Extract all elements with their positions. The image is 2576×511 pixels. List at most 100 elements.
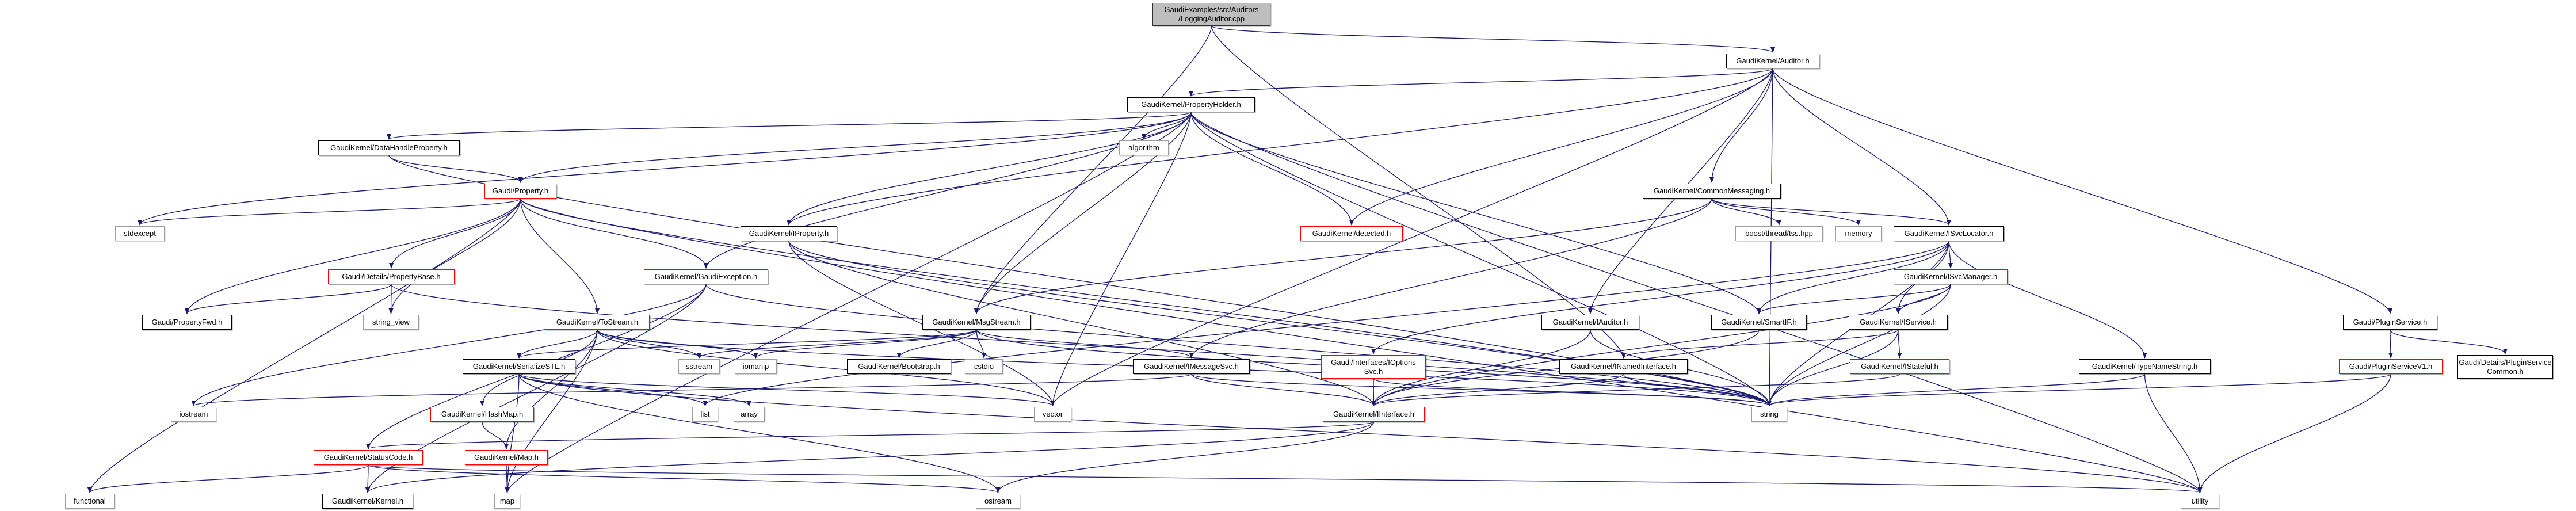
include-edge-gaudiexception_h-to-string bbox=[705, 284, 1772, 406]
node-label: ostream bbox=[984, 497, 1012, 506]
include-edge-pluginservice_h-to-pluginservicev1_h bbox=[2388, 329, 2393, 359]
node-label: stdexcept bbox=[124, 229, 156, 238]
include-edge-tostream_h-to-sstream bbox=[597, 329, 701, 359]
node-label: GaudiKernel/SmartIF.h bbox=[1721, 318, 1797, 327]
graph-node-inamedinterface_h[interactable]: GaudiKernel/INamedInterface.h bbox=[1559, 359, 1688, 374]
node-label: sstream bbox=[685, 362, 713, 371]
graph-node-imessagesvc_h[interactable]: GaudiKernel/IMessageSvc.h bbox=[1133, 359, 1250, 374]
graph-node-memory: memory bbox=[1835, 226, 1882, 241]
include-edge-imessagesvc_h-to-string bbox=[1190, 373, 1772, 406]
graph-node-isvcmanager_h[interactable]: GaudiKernel/ISvcManager.h bbox=[1894, 269, 2008, 284]
include-edge-auditor_h-to-isvclocator_h bbox=[1772, 68, 1951, 226]
include-edge-property_h-to-propertyfwd_h bbox=[185, 198, 521, 314]
graph-node-iproperty_h[interactable]: GaudiKernel/IProperty.h bbox=[741, 226, 837, 241]
include-edge-statuscode_h-to-ostream bbox=[368, 464, 1001, 493]
graph-node-propertyfwd_h[interactable]: Gaudi/PropertyFwd.h bbox=[142, 315, 232, 330]
include-edge-commonmessaging_h-to-isvclocator_h bbox=[1711, 198, 1951, 226]
include-edge-gaudiexception_h-to-kernel_h bbox=[365, 284, 707, 493]
graph-node-cstdio: cstdio bbox=[965, 359, 1003, 374]
graph-node-propertybase_h[interactable]: Gaudi/Details/PropertyBase.h bbox=[328, 269, 455, 284]
graph-node-gaudiexception_h[interactable]: GaudiKernel/GaudiException.h bbox=[644, 269, 768, 284]
node-label: Gaudi/Property.h bbox=[492, 186, 549, 196]
graph-node-pluginservicecommon_h[interactable]: Gaudi/Details/PluginService Common.h bbox=[2457, 355, 2553, 379]
graph-node-string: string bbox=[1751, 407, 1787, 422]
graph-node-tostream_h[interactable]: GaudiKernel/ToStream.h bbox=[545, 315, 650, 330]
node-label: GaudiKernel/StatusCode.h bbox=[323, 453, 413, 462]
include-edge-iservice_h-to-string bbox=[1767, 329, 1899, 406]
graph-node-kernel_h[interactable]: GaudiKernel/Kernel.h bbox=[322, 494, 413, 509]
graph-node-auditor_h[interactable]: GaudiKernel/Auditor.h bbox=[1726, 54, 1819, 68]
include-edge-property_h-to-utility bbox=[520, 198, 2203, 493]
include-edge-property_h-to-tostream_h bbox=[520, 198, 600, 314]
graph-node-property_h[interactable]: Gaudi/Property.h bbox=[484, 184, 556, 199]
include-edge-propertybase_h-to-propertyfwd_h bbox=[185, 284, 392, 314]
graph-node-hashmap_h[interactable]: GaudiKernel/HashMap.h bbox=[430, 407, 534, 422]
node-label: iostream bbox=[179, 410, 208, 419]
graph-node-commonmessaging_h[interactable]: GaudiKernel/CommonMessaging.h bbox=[1643, 184, 1781, 199]
include-edge-auditor_h-to-commonmessaging_h bbox=[1709, 68, 1773, 183]
include-edge-root-to-inamedinterface_h bbox=[1211, 25, 1626, 359]
include-edge-commonmessaging_h-to-msgstream_h bbox=[974, 198, 1712, 314]
include-edge-property_h-to-string_view bbox=[388, 198, 521, 314]
include-edge-serializestl_h-to-ostream bbox=[518, 373, 1001, 493]
graph-node-serializestl_h[interactable]: GaudiKernel/SerializeSTL.h bbox=[463, 359, 575, 374]
include-edge-commonmessaging_h-to-boost_tss bbox=[1711, 198, 1781, 226]
include-edge-propertyholder_h-to-detected_h bbox=[1190, 112, 1354, 226]
include-edge-iservice_h-to-istateful_h bbox=[1897, 329, 1902, 359]
graph-node-pluginservicev1_h[interactable]: Gaudi/PluginServiceV1.h bbox=[2339, 359, 2443, 374]
include-edge-property_h-to-functional bbox=[87, 198, 521, 493]
graph-node-pluginservice_h[interactable]: Gaudi/PluginService.h bbox=[2343, 315, 2437, 330]
graph-node-map_h[interactable]: GaudiKernel/Map.h bbox=[465, 450, 548, 465]
graph-node-string_view: string_view bbox=[363, 315, 419, 330]
graph-node-istateful_h[interactable]: GaudiKernel/IStateful.h bbox=[1850, 359, 1949, 374]
graph-node-msgstream_h[interactable]: GaudiKernel/MsgStream.h bbox=[922, 315, 1031, 330]
node-label: GaudiExamples/src/Auditors bbox=[1164, 5, 1259, 14]
node-label: algorithm bbox=[1128, 143, 1159, 152]
graph-node-bootstrap_h[interactable]: GaudiKernel/Bootstrap.h bbox=[847, 359, 951, 374]
node-label: GaudiKernel/Kernel.h bbox=[331, 497, 404, 506]
include-edge-propertyholder_h-to-utility bbox=[1190, 112, 2203, 493]
graph-node-isvclocator_h[interactable]: GaudiKernel/ISvcLocator.h bbox=[1894, 226, 2004, 241]
include-edge-isvcmanager_h-to-smartif_h bbox=[1757, 284, 1951, 314]
node-label: GaudiKernel/Bootstrap.h bbox=[858, 362, 940, 371]
graph-node-typenamestring_h[interactable]: GaudiKernel/TypeNameString.h bbox=[2079, 359, 2211, 374]
graph-node-root[interactable]: GaudiExamples/src/Auditors/LoggingAudito… bbox=[1152, 3, 1270, 26]
node-label: GaudiKernel/IService.h bbox=[1860, 318, 1937, 327]
include-edge-ioptionssvc_h-to-iinterface_h bbox=[1371, 378, 1376, 406]
include-edge-typenamestring_h-to-utility bbox=[2144, 373, 2203, 493]
include-edge-iservice_h-to-inamedinterface_h bbox=[1621, 329, 1899, 359]
graph-node-smartif_h[interactable]: GaudiKernel/SmartIF.h bbox=[1711, 315, 1807, 330]
graph-node-ostream: ostream bbox=[976, 494, 1020, 509]
node-label: GaudiKernel/GaudiException.h bbox=[654, 272, 758, 281]
graph-node-datahandleproperty_h[interactable]: GaudiKernel/DataHandleProperty.h bbox=[318, 140, 460, 155]
node-label: Gaudi/Details/PropertyBase.h bbox=[342, 272, 441, 281]
include-edge-imessagesvc_h-to-iinterface_h bbox=[1190, 373, 1376, 406]
include-edge-isvclocator_h-to-ioptionssvc_h bbox=[1371, 241, 1949, 354]
include-edge-auditor_h-to-vector bbox=[1050, 68, 1773, 406]
node-label: boost/thread/tss.hpp bbox=[1745, 229, 1813, 238]
include-edge-propertyholder_h-to-property_h bbox=[518, 112, 1192, 183]
graph-node-ioptionssvc_h[interactable]: Gaudi/Interfaces/IOptions Svc.h bbox=[1321, 355, 1426, 379]
include-edge-msgstream_h-to-imessagesvc_h bbox=[976, 329, 1194, 359]
graph-node-iinterface_h[interactable]: GaudiKernel/IInterface.h bbox=[1323, 407, 1425, 422]
graph-node-iauditor_h[interactable]: GaudiKernel/IAuditor.h bbox=[1541, 315, 1639, 330]
include-edge-isvcmanager_h-to-string bbox=[1767, 284, 1951, 406]
graph-node-statuscode_h[interactable]: GaudiKernel/StatusCode.h bbox=[314, 450, 423, 465]
include-edge-commonmessaging_h-to-memory bbox=[1711, 198, 1861, 226]
node-label: string bbox=[1760, 410, 1779, 419]
include-edge-imessagesvc_h-to-iostream bbox=[192, 373, 1192, 406]
node-label: cstdio bbox=[974, 362, 994, 371]
graph-node-detected_h[interactable]: GaudiKernel/detected.h bbox=[1300, 226, 1403, 241]
include-edge-propertyholder_h-to-datahandleproperty_h bbox=[387, 112, 1192, 140]
node-label: Gaudi/Interfaces/IOptions bbox=[1331, 357, 1416, 367]
graph-node-propertyholder_h[interactable]: GaudiKernel/PropertyHolder.h bbox=[1127, 97, 1255, 112]
include-edge-auditor_h-to-propertyholder_h bbox=[1189, 68, 1773, 97]
node-label: GaudiKernel/MsgStream.h bbox=[932, 318, 1021, 327]
node-label: GaudiKernel/IInterface.h bbox=[1333, 410, 1414, 419]
include-edge-property_h-to-stdexcept bbox=[138, 198, 521, 226]
include-edge-root-to-msgstream_h bbox=[974, 25, 1212, 314]
include-edge-isvclocator_h-to-list bbox=[703, 241, 1949, 406]
node-label: string_view bbox=[372, 318, 410, 327]
graph-node-iservice_h[interactable]: GaudiKernel/IService.h bbox=[1849, 315, 1948, 330]
graph-node-stdexcept: stdexcept bbox=[115, 226, 165, 241]
